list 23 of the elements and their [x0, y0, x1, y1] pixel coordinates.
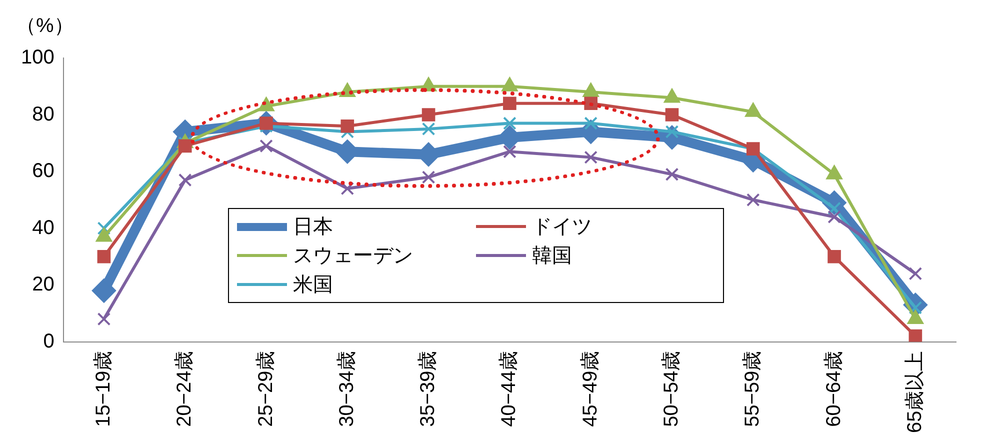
y-tick-label: 20 [32, 274, 54, 296]
x-tick-label: 15−19歳 [92, 350, 114, 427]
x-tick-label: 20−24歳 [174, 350, 196, 427]
y-axis-title: （%） [16, 14, 74, 39]
y-tick-label: 60 [32, 160, 54, 182]
x-tick-label: 45−49歳 [579, 350, 602, 427]
x-tick-label: 25−29歳 [254, 350, 277, 427]
x-tick-label: 50−54歳 [660, 350, 682, 427]
legend-label: スウェーデン [293, 244, 413, 269]
x-tick-label: 35−39歳 [417, 350, 440, 427]
y-tick-label: 40 [32, 216, 54, 239]
y-tick-label: 100 [20, 46, 54, 69]
legend-label: 韓国 [532, 244, 572, 269]
x-tick-label: 40−44歳 [498, 350, 520, 427]
y-tick-label: 0 [43, 330, 54, 352]
x-tick-label: 60−64歳 [822, 350, 845, 427]
x-tick-label: 65歳以上 [904, 350, 926, 434]
legend-label: 米国 [293, 273, 333, 298]
y-tick-label: 80 [32, 103, 54, 126]
legend-label: ドイツ [532, 215, 592, 240]
legend-label: 日本 [293, 215, 333, 240]
x-tick-label: 55−59歳 [742, 350, 764, 427]
x-tick-label: 30−34歳 [336, 350, 358, 427]
